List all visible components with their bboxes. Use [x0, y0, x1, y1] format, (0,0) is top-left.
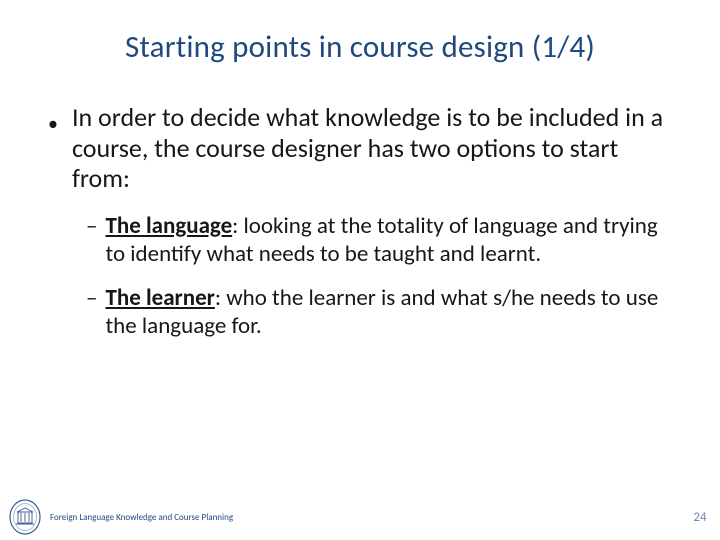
- slide-body: • In order to decide what knowledge is t…: [48, 102, 672, 340]
- bullet-level2: – The learner: who the learner is and wh…: [48, 284, 664, 340]
- bullet-dash-icon: –: [86, 212, 97, 240]
- footer-text: Foreign Language Knowledge and Course Pl…: [44, 512, 680, 523]
- term: The learner: [105, 284, 214, 312]
- slide-footer: Foreign Language Knowledge and Course Pl…: [0, 494, 720, 540]
- bullet-dot-icon: •: [48, 112, 58, 136]
- term: The language: [105, 212, 232, 240]
- seal-icon: [8, 498, 42, 536]
- slide-title: Starting points in course design (1/4): [48, 28, 672, 66]
- bullet-dash-icon: –: [86, 284, 97, 312]
- bullet-level1: • In order to decide what knowledge is t…: [48, 102, 664, 194]
- bullet-l1-text: In order to decide what knowledge is to …: [72, 102, 664, 194]
- footer-logo: [0, 494, 44, 540]
- bullet-l2-text: The language: looking at the totality of…: [105, 212, 664, 268]
- bullet-l2-text: The learner: who the learner is and what…: [105, 284, 664, 340]
- page-number: 24: [680, 494, 720, 540]
- slide: Starting points in course design (1/4) •…: [0, 0, 720, 540]
- bullet-level2: – The language: looking at the totality …: [48, 212, 664, 268]
